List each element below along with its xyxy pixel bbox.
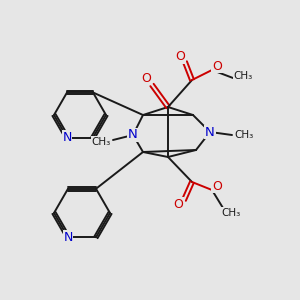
Text: O: O <box>175 50 185 64</box>
Text: N: N <box>62 131 72 144</box>
Text: CH₃: CH₃ <box>92 137 111 147</box>
Text: N: N <box>63 231 73 244</box>
Text: CH₃: CH₃ <box>221 208 241 218</box>
Text: N: N <box>205 125 215 139</box>
Text: O: O <box>141 71 151 85</box>
Text: O: O <box>212 179 222 193</box>
Text: CH₃: CH₃ <box>233 71 253 81</box>
Text: N: N <box>128 128 138 142</box>
Text: O: O <box>173 197 183 211</box>
Text: CH₃: CH₃ <box>234 130 254 140</box>
Text: O: O <box>212 59 222 73</box>
